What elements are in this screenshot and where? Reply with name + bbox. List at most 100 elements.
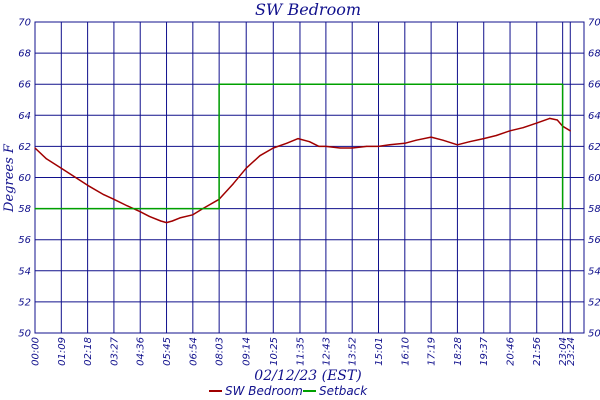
legend-label-sw-bedroom: SW Bedroom xyxy=(225,384,303,398)
y-tick-label-left: 50 xyxy=(18,329,31,340)
x-tick-label: 08:03 xyxy=(215,337,226,366)
x-tick-label: 10:25 xyxy=(269,337,280,366)
data-point-sw-bedroom xyxy=(536,122,538,124)
data-point-sw-bedroom xyxy=(366,145,368,147)
data-point-sw-bedroom xyxy=(339,147,341,149)
data-point-sw-bedroom xyxy=(325,145,327,147)
data-point-sw-bedroom xyxy=(60,167,62,169)
data-point-sw-bedroom xyxy=(259,155,261,157)
x-tick-label: 23:04 xyxy=(558,337,569,366)
x-tick-label: 23:24 xyxy=(566,337,577,366)
data-point-sw-bedroom xyxy=(171,220,173,222)
data-point-sw-bedroom xyxy=(297,138,299,140)
data-point-sw-bedroom xyxy=(34,147,36,149)
data-point-sw-bedroom xyxy=(286,142,288,144)
y-tick-label-left: 52 xyxy=(18,297,31,308)
data-point-sw-bedroom xyxy=(415,139,417,141)
y-tick-label-right: 56 xyxy=(588,235,600,246)
y-tick-label-right: 52 xyxy=(588,297,600,308)
x-tick-label: 04:36 xyxy=(136,337,147,366)
y-tick-label-left: 64 xyxy=(18,111,31,122)
data-point-sw-bedroom xyxy=(272,147,274,149)
data-point-sw-bedroom xyxy=(245,167,247,169)
y-tick-label-left: 70 xyxy=(18,18,31,29)
x-ticks: 00:00 01:09 02:18 03:27 04:36 05:45 06:54 08:03… xyxy=(31,336,577,365)
data-point-sw-bedroom xyxy=(569,130,571,132)
y-tick-label-left: 60 xyxy=(18,173,31,184)
data-point-sw-bedroom xyxy=(125,204,128,207)
y-ticks-left: 50 52 54 56 58 60 62 64 66 68 70 xyxy=(18,18,31,340)
data-point-sw-bedroom xyxy=(442,139,444,141)
data-point-setback xyxy=(562,83,564,85)
data-point-setback xyxy=(562,208,564,210)
y-tick-label-right: 64 xyxy=(588,111,600,122)
data-point-sw-bedroom xyxy=(509,130,511,132)
x-tick-label: 15:01 xyxy=(374,337,385,366)
data-point-sw-bedroom xyxy=(404,142,406,144)
data-point-sw-bedroom xyxy=(377,145,380,147)
x-tick-label: 03:27 xyxy=(109,336,120,365)
chart-title: SW Bedroom xyxy=(255,0,361,19)
data-point-setback xyxy=(34,208,36,210)
y-tick-label-right: 60 xyxy=(588,173,600,184)
data-point-sw-bedroom xyxy=(308,141,311,143)
data-point-sw-bedroom xyxy=(72,175,74,177)
series-group xyxy=(34,83,571,224)
data-point-sw-bedroom xyxy=(430,136,432,138)
y-ticks-right: 50 52 54 56 58 60 62 64 66 68 70 xyxy=(588,18,600,340)
x-tick-label: 11:35 xyxy=(295,337,306,366)
x-tick-label: 18:28 xyxy=(453,337,464,366)
x-tick-label: 19:37 xyxy=(479,336,490,365)
data-point-sw-bedroom xyxy=(179,217,181,219)
legend: SW Bedroom Setback xyxy=(209,384,368,398)
legend-label-setback: Setback xyxy=(319,384,368,398)
data-point-sw-bedroom xyxy=(103,194,105,196)
data-point-sw-bedroom xyxy=(351,147,353,149)
y-tick-label-right: 66 xyxy=(588,80,600,91)
y-tick-label-right: 68 xyxy=(588,49,600,60)
x-axis-label: 02/12/23 (EST) xyxy=(254,368,361,384)
x-tick-label: 16:10 xyxy=(400,337,411,366)
data-point-sw-bedroom xyxy=(192,214,194,216)
x-tick-label: 02:18 xyxy=(83,337,94,366)
data-point-sw-bedroom xyxy=(483,138,485,140)
x-tick-label: 09:14 xyxy=(242,337,253,366)
data-point-sw-bedroom xyxy=(148,215,150,217)
data-point-sw-bedroom xyxy=(113,198,115,200)
x-tick-label: 12:43 xyxy=(321,337,332,366)
y-tick-label-right: 54 xyxy=(588,266,600,277)
data-point-sw-bedroom xyxy=(388,144,391,146)
x-tick-label: 20:46 xyxy=(506,337,517,366)
data-point-sw-bedroom xyxy=(165,221,168,224)
data-point-sw-bedroom xyxy=(522,127,524,129)
y-tick-label-right: 50 xyxy=(588,329,600,340)
x-tick-label: 13:52 xyxy=(348,337,359,366)
data-point-sw-bedroom xyxy=(160,220,162,222)
x-tick-label: 05:45 xyxy=(162,337,173,366)
data-point-sw-bedroom xyxy=(556,119,558,121)
data-point-setback xyxy=(218,83,220,85)
data-point-sw-bedroom xyxy=(87,184,89,186)
data-point-sw-bedroom xyxy=(45,158,48,160)
y-tick-label-left: 66 xyxy=(18,80,31,91)
y-tick-label-right: 70 xyxy=(588,18,600,29)
y-tick-label-left: 68 xyxy=(18,49,31,60)
data-point-setback xyxy=(218,208,220,210)
data-point-sw-bedroom xyxy=(318,145,320,147)
data-point-sw-bedroom xyxy=(139,211,141,213)
data-point-sw-bedroom xyxy=(232,183,234,185)
y-axis-label: Degrees F xyxy=(2,143,17,213)
y-tick-label-right: 58 xyxy=(588,204,600,215)
x-tick-label: 06:54 xyxy=(188,337,199,366)
y-tick-label-left: 58 xyxy=(18,204,31,215)
data-point-sw-bedroom xyxy=(456,144,459,146)
data-point-sw-bedroom xyxy=(469,141,471,143)
y-tick-label-left: 54 xyxy=(18,266,31,277)
data-point-sw-bedroom xyxy=(549,117,551,120)
x-tick-label: 17:19 xyxy=(427,337,438,366)
y-tick-label-right: 62 xyxy=(588,142,600,153)
y-tick-label-left: 56 xyxy=(18,235,31,246)
x-tick-label: 00:00 xyxy=(31,337,42,366)
x-tick-label: 21:56 xyxy=(532,337,543,366)
